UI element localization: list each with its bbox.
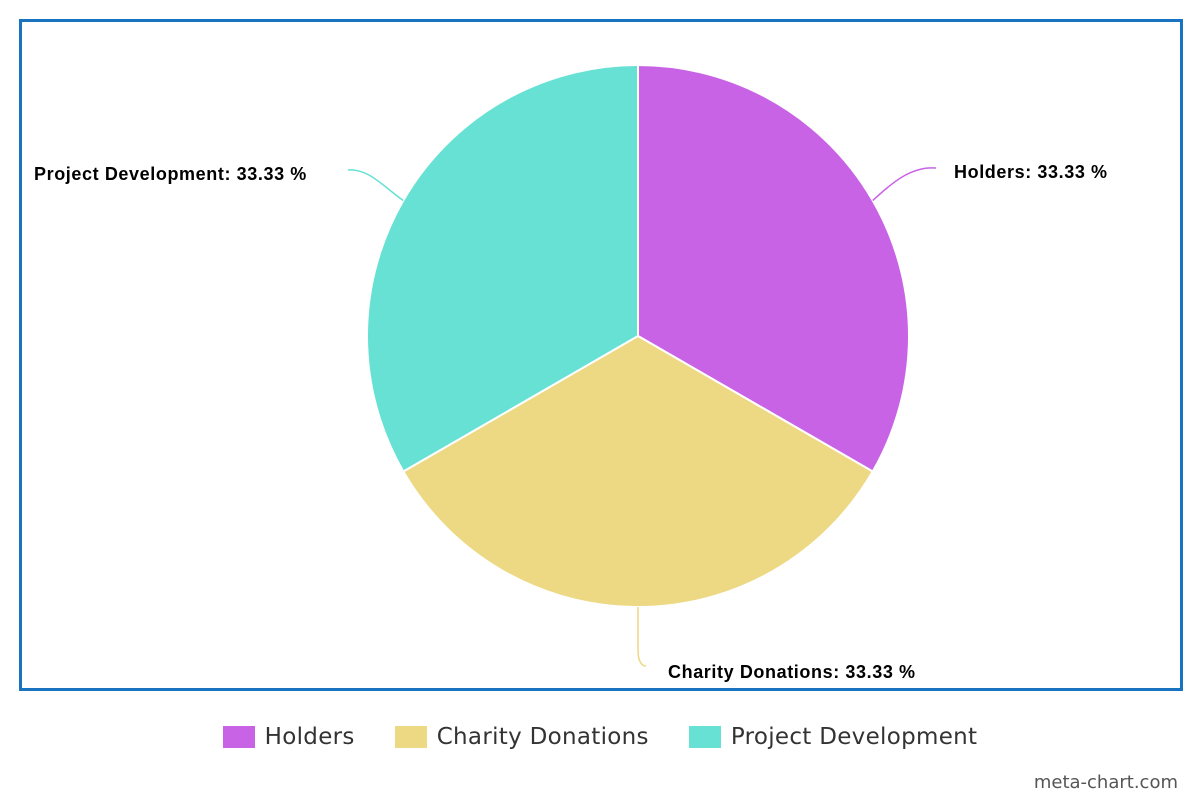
leader-line	[347, 169, 404, 202]
data-label: Charity Donations: 33.33 %	[668, 662, 916, 682]
data-labels: Holders: 33.33 % Charity Donations: 33.33…	[34, 162, 1108, 682]
legend-label: Charity Donations	[436, 724, 649, 750]
legend-item-project-development[interactable]: Project Development	[688, 724, 978, 750]
legend-swatch	[688, 726, 721, 748]
pie-slices	[366, 63, 910, 608]
legend-swatch	[394, 726, 427, 748]
data-label: Project Development: 33.33 %	[34, 164, 307, 184]
leader-line	[637, 607, 647, 667]
data-label: Holders: 33.33 %	[954, 162, 1108, 182]
watermark: meta-chart.com	[1033, 772, 1178, 793]
legend-label: Project Development	[730, 724, 978, 750]
legend-swatch	[222, 726, 255, 748]
legend-item-holders[interactable]: Holders	[222, 724, 355, 750]
leader-lines	[347, 167, 937, 667]
legend-label: Holders	[264, 724, 355, 750]
legend: Holders Charity Donations Project Develo…	[0, 724, 1200, 750]
legend-item-charity-donations[interactable]: Charity Donations	[394, 724, 649, 750]
leader-line	[872, 167, 937, 202]
